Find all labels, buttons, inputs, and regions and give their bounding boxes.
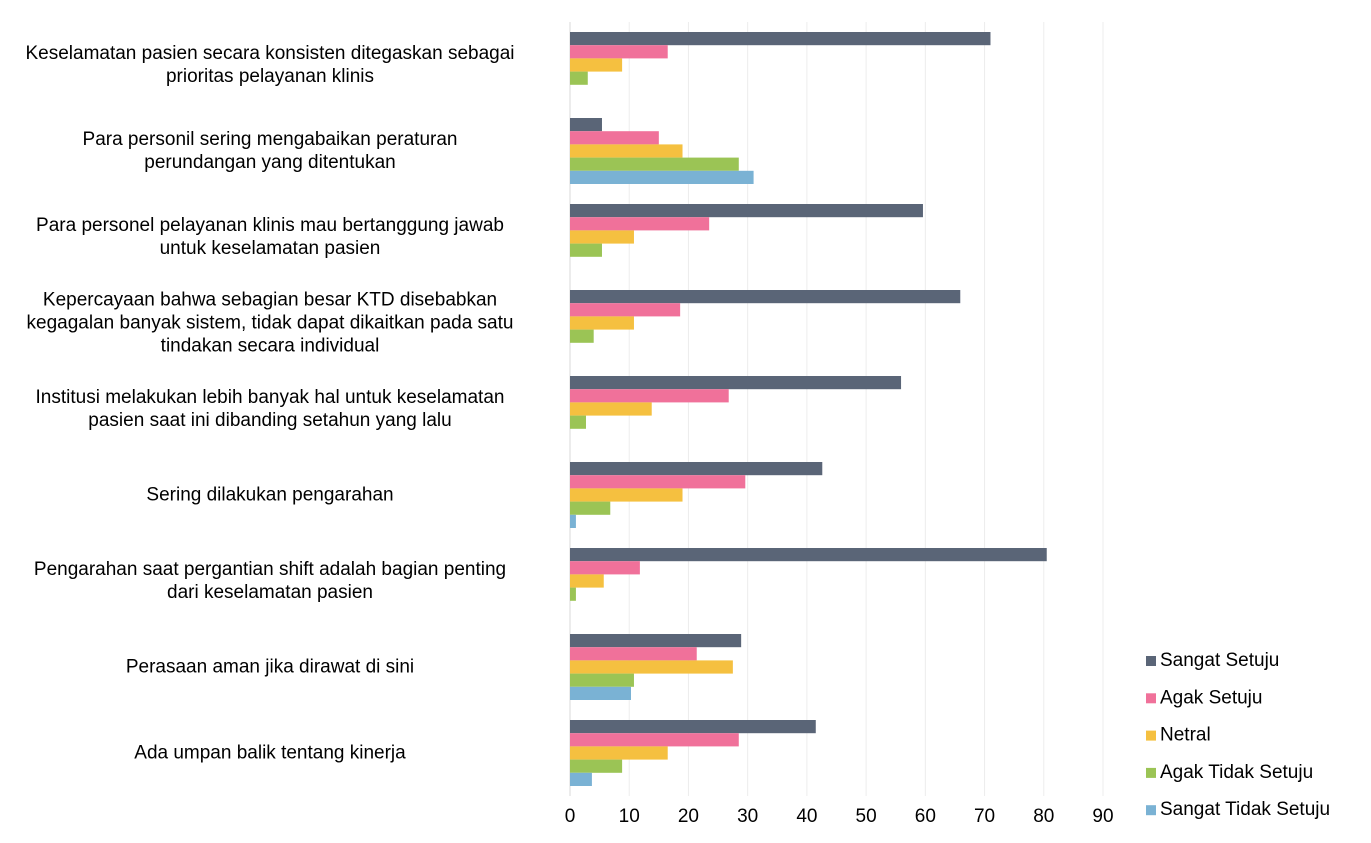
bar: [570, 32, 991, 46]
bar: [570, 290, 961, 304]
bar: [570, 217, 710, 231]
bar: [570, 574, 604, 588]
bar: [570, 548, 1047, 562]
bar: [570, 587, 576, 601]
bar: [570, 71, 588, 85]
y-tick-label: Sering dilakukan pengarahan: [146, 484, 394, 506]
bar: [570, 475, 746, 489]
bar: [570, 230, 634, 244]
legend-label: Netral: [1160, 725, 1211, 746]
bar: [570, 673, 634, 687]
legend-swatch: [1146, 767, 1156, 778]
bar: [570, 144, 683, 158]
bar: [570, 118, 602, 132]
bar: [570, 746, 668, 760]
y-tick-label: Ada umpan balik tentang kinerja: [134, 742, 406, 764]
bar: [570, 243, 602, 257]
bar: [570, 647, 697, 661]
legend-swatch: [1146, 730, 1156, 741]
x-tick-label: 20: [678, 806, 699, 827]
y-tick-label: Pengarahan saat pergantian shift adalah …: [33, 559, 507, 603]
legend-label: Sangat Setuju: [1160, 650, 1279, 671]
legend-label: Agak Tidak Setuju: [1160, 762, 1313, 783]
bar: [570, 389, 729, 403]
x-tick-label: 50: [856, 806, 877, 827]
bar: [570, 634, 742, 648]
bar: [570, 329, 594, 343]
bar: [570, 376, 902, 390]
y-tick-label: Para personil sering mengabaikan peratur…: [82, 129, 458, 173]
bar: [570, 58, 623, 72]
bar: [570, 733, 739, 747]
x-tick-label: 0: [565, 806, 576, 827]
bar: [570, 462, 823, 476]
bar: [570, 488, 683, 502]
y-tick-label: Kepercayaan bahwa sebagian besar KTD dis…: [26, 289, 514, 357]
y-tick-label: Institusi melakukan lebih banyak hal unt…: [35, 387, 505, 431]
bar: [570, 514, 576, 528]
bar: [570, 204, 923, 218]
bar: [570, 772, 592, 786]
bar: [570, 686, 631, 700]
x-tick-label: 30: [737, 806, 758, 827]
x-tick-label: 10: [619, 806, 640, 827]
legend-swatch: [1146, 805, 1156, 816]
bar: [570, 45, 668, 59]
legend-label: Sangat Tidak Setuju: [1160, 799, 1330, 820]
x-tick-label: 60: [915, 806, 936, 827]
legend-swatch: [1146, 693, 1156, 704]
x-tick-label: 70: [974, 806, 995, 827]
bar: [570, 501, 611, 515]
bar: [570, 170, 754, 184]
bar: [570, 759, 623, 773]
bar: [570, 660, 733, 674]
bar: [570, 157, 739, 171]
bar: [570, 131, 659, 145]
bar: [570, 402, 652, 416]
bar: [570, 561, 640, 575]
y-tick-label: Para personel pelayanan klinis mau berta…: [36, 215, 504, 259]
bar: [570, 720, 816, 734]
x-tick-label: 80: [1033, 806, 1054, 827]
bar: [570, 303, 681, 317]
x-tick-label: 40: [796, 806, 817, 827]
y-tick-label: Keselamatan pasien secara konsisten dite…: [25, 43, 515, 87]
y-tick-label: Perasaan aman jika dirawat di sini: [125, 656, 415, 678]
legend-swatch: [1146, 656, 1156, 666]
bar: [570, 415, 586, 429]
bar: [570, 316, 634, 330]
x-tick-label: 90: [1092, 806, 1113, 827]
legend-label: Agak Setuju: [1160, 687, 1262, 708]
